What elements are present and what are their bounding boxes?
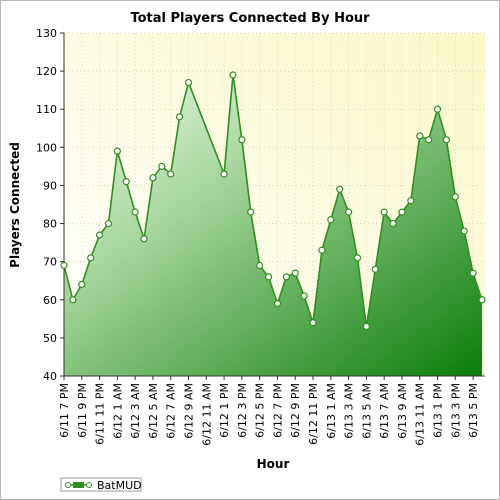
data-point bbox=[104, 219, 113, 228]
data-point bbox=[229, 71, 237, 79]
y-tick-label: 110 bbox=[36, 103, 57, 116]
x-tick-label: 6/13 3 PM bbox=[449, 383, 462, 438]
data-point bbox=[238, 136, 246, 144]
data-point bbox=[309, 319, 317, 327]
data-point bbox=[264, 273, 273, 281]
data-point bbox=[442, 136, 451, 144]
x-tick-label: 6/12 7 PM bbox=[271, 383, 284, 438]
data-point bbox=[380, 208, 388, 216]
data-point bbox=[344, 208, 353, 216]
data-point bbox=[87, 254, 95, 262]
x-axis-title: Hour bbox=[257, 457, 290, 471]
data-point bbox=[256, 261, 264, 270]
data-point bbox=[220, 170, 228, 178]
x-tick-label: 6/13 1 AM bbox=[325, 383, 338, 439]
data-markers bbox=[60, 71, 486, 331]
x-tick-label: 6/13 5 AM bbox=[360, 383, 373, 439]
legend-swatch-icon bbox=[73, 482, 84, 488]
data-point bbox=[140, 235, 148, 243]
x-tick-label: 6/12 1 PM bbox=[218, 383, 231, 438]
data-point bbox=[371, 265, 379, 273]
x-tick-label: 6/12 5 PM bbox=[254, 383, 267, 438]
data-point bbox=[478, 296, 486, 304]
data-point bbox=[336, 185, 344, 193]
x-tick-label: 6/12 3 PM bbox=[236, 383, 249, 438]
x-tick-label: 6/12 11 AM bbox=[200, 383, 213, 446]
x-tick-label: 6/12 1 AM bbox=[111, 383, 124, 439]
data-point bbox=[167, 170, 175, 178]
data-point bbox=[407, 197, 415, 205]
data-point bbox=[362, 322, 370, 331]
data-point bbox=[451, 193, 459, 201]
x-tick-label: 6/13 9 AM bbox=[396, 383, 409, 439]
data-point bbox=[318, 246, 326, 254]
x-ticks: 6/11 7 PM 6/11 9 PM 6/11 11 PM 6/12 1 AM 6/1… bbox=[58, 376, 480, 446]
x-tick-label: 6/13 5 PM bbox=[467, 383, 480, 438]
data-point bbox=[327, 216, 335, 224]
series-area bbox=[64, 74, 482, 377]
y-tick-label: 40 bbox=[43, 370, 57, 383]
data-point bbox=[247, 208, 255, 216]
data-point bbox=[273, 299, 282, 308]
data-point bbox=[122, 178, 130, 186]
x-tick-label: 6/13 3 AM bbox=[343, 383, 356, 439]
x-tick-label: 6/12 11 PM bbox=[307, 383, 320, 445]
y-tick-label: 120 bbox=[36, 65, 57, 78]
legend-marker-icon bbox=[65, 482, 71, 488]
data-point bbox=[69, 296, 77, 304]
data-point bbox=[158, 162, 166, 170]
data-point bbox=[398, 208, 406, 216]
data-point bbox=[184, 78, 193, 87]
chart-title: Total Players Connected By Hour bbox=[130, 11, 370, 26]
data-point bbox=[416, 132, 424, 140]
x-tick-label: 6/13 7 AM bbox=[378, 383, 391, 439]
data-point bbox=[149, 174, 157, 182]
data-point bbox=[353, 254, 362, 262]
data-point bbox=[433, 105, 442, 113]
data-point bbox=[113, 147, 121, 155]
data-point bbox=[95, 231, 104, 239]
x-tick-label: 6/13 1 PM bbox=[432, 383, 445, 438]
x-tick-label: 6/12 9 PM bbox=[289, 383, 302, 438]
y-ticks: 40 50 60 70 80 90 100 110 120 130 bbox=[36, 27, 64, 383]
data-point bbox=[282, 273, 290, 281]
x-tick-label: 6/12 3 AM bbox=[129, 383, 142, 439]
y-tick-label: 100 bbox=[36, 141, 57, 154]
data-point bbox=[389, 219, 397, 228]
x-tick-label: 6/11 9 PM bbox=[76, 383, 89, 438]
legend: BatMUD bbox=[60, 477, 142, 492]
data-point bbox=[460, 227, 468, 235]
y-tick-label: 90 bbox=[43, 179, 57, 192]
y-tick-label: 60 bbox=[43, 294, 57, 307]
data-point bbox=[300, 292, 308, 300]
x-tick-label: 6/12 5 AM bbox=[147, 383, 160, 439]
data-point bbox=[131, 208, 139, 216]
y-tick-label: 70 bbox=[43, 256, 57, 269]
data-point bbox=[60, 261, 68, 270]
x-tick-label: 6/11 11 PM bbox=[94, 383, 107, 445]
data-point bbox=[291, 269, 299, 277]
data-point bbox=[78, 280, 86, 289]
y-tick-label: 80 bbox=[43, 218, 57, 231]
x-tick-label: 6/13 11 AM bbox=[414, 383, 427, 446]
legend-label: BatMUD bbox=[97, 479, 142, 492]
y-tick-label: 50 bbox=[43, 332, 57, 345]
x-tick-label: 6/12 7 AM bbox=[165, 383, 178, 439]
y-axis-title: Players Connected bbox=[8, 142, 22, 268]
y-tick-label: 130 bbox=[36, 27, 57, 40]
legend-marker-icon bbox=[86, 482, 92, 488]
data-point bbox=[469, 269, 477, 277]
data-point bbox=[425, 136, 433, 144]
data-point bbox=[176, 113, 184, 121]
x-tick-label: 6/11 7 PM bbox=[58, 383, 71, 438]
x-tick-label: 6/12 9 AM bbox=[183, 383, 196, 439]
